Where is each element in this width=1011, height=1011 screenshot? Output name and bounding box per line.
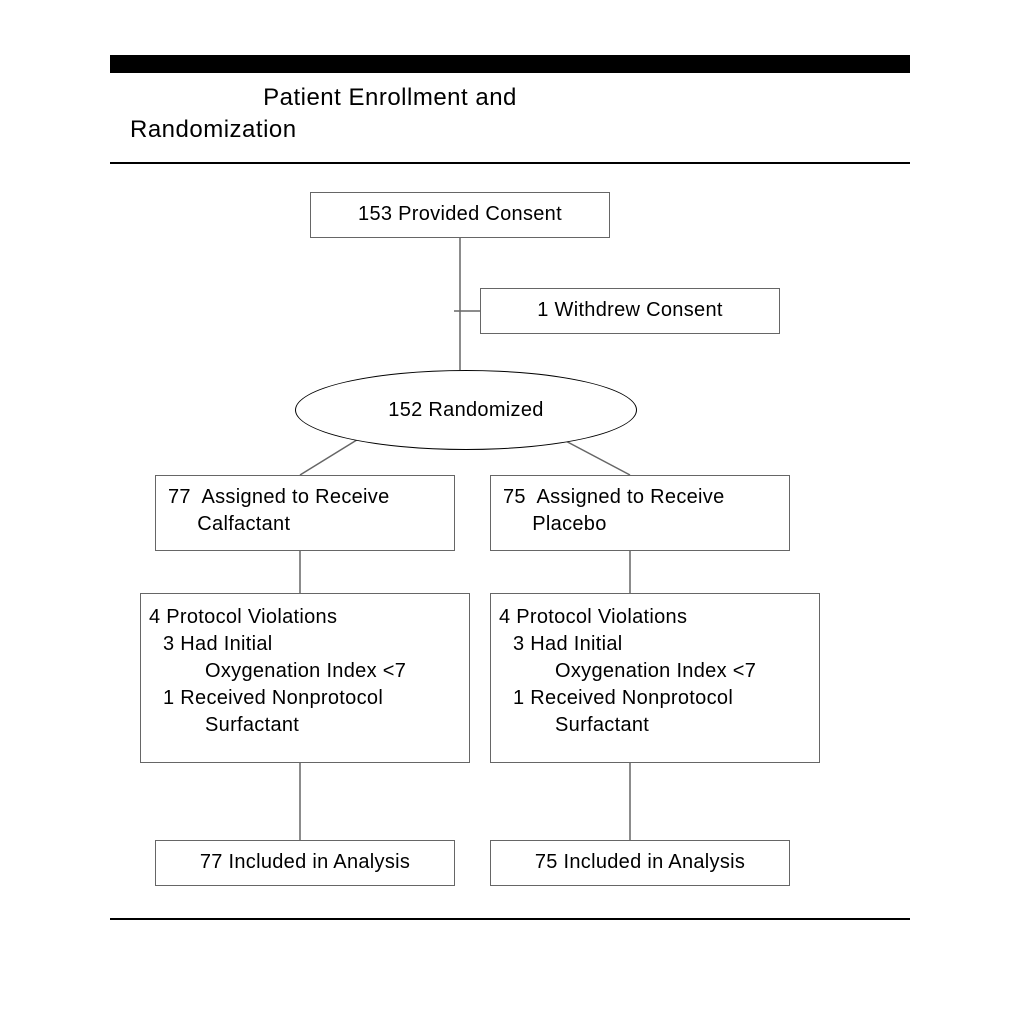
arm-text: Assigned to Receive Placebo bbox=[503, 486, 725, 535]
node-violations-a: 4 Protocol Violations 3 Had Initial Oxyg… bbox=[140, 593, 470, 763]
viol-line: Oxygenation Index <7 bbox=[149, 658, 461, 685]
viol-line: 1 Received Nonprotocol bbox=[499, 685, 811, 712]
arm-n: 77 bbox=[168, 486, 191, 508]
title-line-1: Patient Enrollment and bbox=[130, 82, 650, 114]
node-included-b: 75 Included in Analysis bbox=[490, 840, 790, 886]
arm-n: 75 bbox=[503, 486, 526, 508]
viol-line: 4 Protocol Violations bbox=[499, 606, 687, 628]
viol-line: 3 Had Initial bbox=[149, 631, 461, 658]
flowchart-page: Patient Enrollment and Randomization 153… bbox=[0, 0, 1011, 1011]
node-withdrew-consent: 1 Withdrew Consent bbox=[480, 288, 780, 334]
title-line-2: Randomization bbox=[130, 114, 650, 146]
viol-line: Surfactant bbox=[149, 712, 461, 739]
node-provided-consent: 153 Provided Consent bbox=[310, 192, 610, 238]
node-label: 152 Randomized bbox=[388, 399, 543, 422]
rule-bottom bbox=[110, 918, 910, 920]
viol-line: 3 Had Initial bbox=[499, 631, 811, 658]
viol-line: Surfactant bbox=[499, 712, 811, 739]
node-label: 1 Withdrew Consent bbox=[537, 299, 722, 321]
top-heavy-rule bbox=[110, 55, 910, 73]
node-label: 75 Included in Analysis bbox=[535, 851, 745, 873]
node-arm-calfactant: 77 Assigned to Receive Calfactant bbox=[155, 475, 455, 551]
figure-title: Patient Enrollment and Randomization bbox=[130, 82, 650, 147]
node-violations-b: 4 Protocol Violations 3 Had Initial Oxyg… bbox=[490, 593, 820, 763]
viol-line: 4 Protocol Violations bbox=[149, 606, 337, 628]
rule-under-title bbox=[110, 162, 910, 164]
viol-line: 1 Received Nonprotocol bbox=[149, 685, 461, 712]
arm-text: Assigned to Receive Calfactant bbox=[168, 486, 390, 535]
node-included-a: 77 Included in Analysis bbox=[155, 840, 455, 886]
node-arm-placebo: 75 Assigned to Receive Placebo bbox=[490, 475, 790, 551]
node-randomized: 152 Randomized bbox=[295, 370, 637, 450]
node-label: 153 Provided Consent bbox=[358, 203, 562, 225]
viol-line: Oxygenation Index <7 bbox=[499, 658, 811, 685]
node-label: 77 Included in Analysis bbox=[200, 851, 410, 873]
